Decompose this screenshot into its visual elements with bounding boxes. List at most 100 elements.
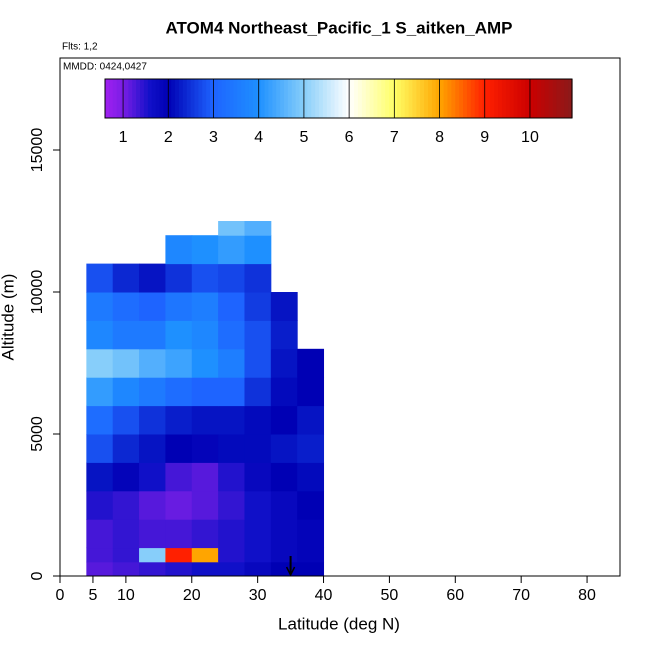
colorbar-segment: [529, 79, 534, 118]
colorbar-segment: [330, 79, 336, 118]
heatmap-cell: [139, 519, 166, 549]
colorbar-tick-label: 3: [209, 129, 218, 146]
colorbar-segment: [346, 79, 351, 118]
colorbar-segment: [276, 79, 281, 118]
colorbar-segment: [105, 79, 110, 118]
x-tick-label: 30: [249, 587, 267, 604]
colorbar-segment: [140, 79, 145, 118]
heatmap-cell: [191, 405, 219, 435]
heatmap-cell: [165, 547, 193, 563]
heatmap-cell: [191, 434, 219, 463]
heatmap-cell: [297, 462, 325, 492]
heatmap-cell: [191, 547, 219, 563]
heatmap-cell: [297, 434, 325, 463]
colorbar-segment: [560, 79, 565, 118]
heatmap-cell: [139, 547, 166, 563]
colorbar-segment: [163, 79, 168, 118]
heatmap-cell: [112, 377, 140, 407]
heatmap-cell: [112, 320, 140, 350]
heatmap-cell: [297, 547, 325, 563]
colorbar-segment: [210, 79, 215, 118]
heatmap-cell: [86, 348, 114, 378]
colorbar-segment: [470, 79, 476, 118]
colorbar-segment: [237, 79, 242, 118]
heatmap-cell: [139, 434, 166, 463]
colorbar-segment: [381, 79, 386, 118]
colorbar-segment: [268, 79, 273, 118]
heatmap-cell: [218, 235, 245, 265]
colorbar-segment: [509, 79, 515, 118]
colorbar-segment: [167, 79, 172, 118]
heatmap-cell: [139, 263, 166, 293]
heatmap-cell: [165, 561, 193, 577]
colorbar-segment: [459, 79, 464, 118]
heatmap-cell: [165, 235, 193, 265]
colorbar-segment: [315, 79, 320, 118]
heatmap-cell: [86, 561, 114, 577]
heatmap-cell: [112, 434, 140, 463]
colorbar-segment: [248, 79, 254, 118]
colorbar-segment: [202, 79, 207, 118]
heatmap-cell: [86, 462, 114, 492]
heatmap-cell: [218, 263, 245, 293]
heatmap-cell: [139, 348, 166, 378]
heatmap-cell: [218, 221, 245, 236]
heatmap-cell: [191, 292, 219, 321]
heatmap-cell: [270, 320, 298, 350]
colorbar-segment: [568, 79, 573, 118]
heatmap-cell: [244, 561, 272, 577]
colorbar-segment: [451, 79, 456, 118]
colorbar-segment: [338, 79, 343, 118]
colorbar-tick-label: 9: [480, 129, 489, 146]
heatmap-cell: [244, 263, 272, 293]
colorbar-segment: [124, 79, 129, 118]
heatmap-cell: [112, 490, 140, 520]
heatmap-cell: [139, 405, 166, 435]
heatmap-cell: [86, 519, 114, 549]
colorbar-tick-label: 10: [521, 129, 539, 146]
colorbar-segment: [272, 79, 277, 118]
heatmap-cell: [244, 221, 272, 236]
colorbar-segment: [326, 79, 332, 118]
heatmap-cell: [218, 547, 245, 563]
colorbar-segment: [280, 79, 285, 118]
heatmap-cell: [139, 462, 166, 492]
heatmap-cell: [218, 320, 245, 350]
colorbar-segment: [159, 79, 164, 118]
heatmap-cell: [218, 462, 245, 492]
colorbar-segment: [466, 79, 472, 118]
heatmap-cell: [270, 490, 298, 520]
heatmap-cell: [218, 490, 245, 520]
colorbar-segment: [190, 79, 196, 118]
colorbar-segment: [342, 79, 347, 118]
heatmap-cell: [244, 377, 272, 407]
colorbar-segment: [112, 79, 118, 118]
colorbar-segment: [377, 79, 382, 118]
colorbar-segment: [540, 79, 546, 118]
x-tick-label: 60: [446, 587, 464, 604]
colorbar-segment: [552, 79, 558, 118]
heatmap-cell: [244, 547, 272, 563]
heatmap-cell: [112, 561, 140, 577]
colorbar-segment: [147, 79, 153, 118]
colorbar-segment: [392, 79, 398, 118]
colorbar-tick-label: 6: [345, 129, 354, 146]
heatmap-cell: [191, 519, 219, 549]
heatmap-cell: [86, 490, 114, 520]
x-axis-label: Latitude (deg N): [278, 614, 400, 633]
heatmap-cell: [191, 490, 219, 520]
heatmap-cell: [297, 490, 325, 520]
heatmap-cell: [86, 263, 114, 293]
x-tick-label: 70: [512, 587, 530, 604]
heatmap-cell: [244, 490, 272, 520]
heatmap-cell: [112, 292, 140, 321]
colorbar-segment: [155, 79, 161, 118]
heatmap-cell: [218, 405, 245, 435]
heatmap-cell: [86, 405, 114, 435]
x-tick-label: 0: [56, 587, 65, 604]
colorbar-segment: [311, 79, 316, 118]
colorbar-segment: [412, 79, 417, 118]
colorbar-segment: [408, 79, 414, 118]
heatmap-cell: [244, 462, 272, 492]
colorbar-segment: [478, 79, 484, 118]
